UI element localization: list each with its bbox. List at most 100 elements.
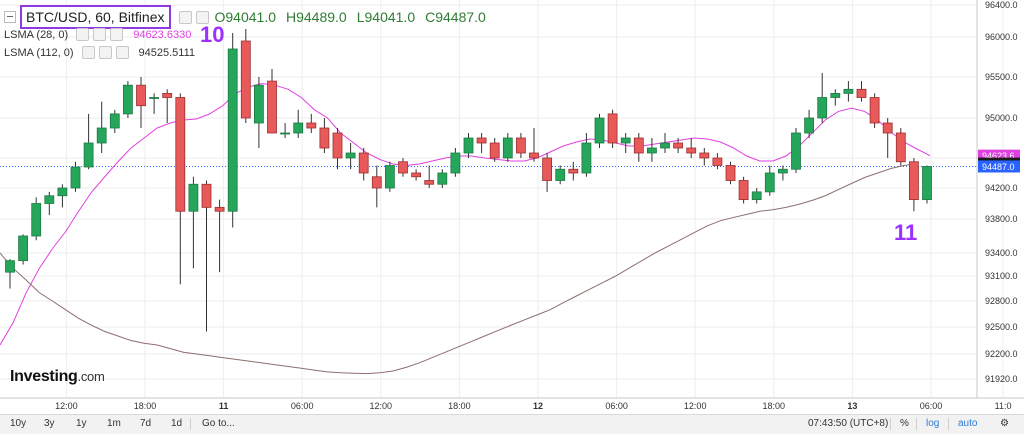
candle (882, 118, 893, 158)
candle (227, 33, 238, 228)
candle-body (123, 84, 133, 115)
settings-icon[interactable] (93, 28, 107, 41)
collapse-icon[interactable] (4, 11, 16, 23)
candle (620, 133, 631, 153)
candle (384, 161, 395, 192)
candle-body (581, 142, 592, 174)
symbol-title[interactable]: BTC/USD, 60, Bitfinex (20, 5, 171, 29)
candle (411, 169, 422, 181)
price-labels: 94623.694525.594487.0 (978, 149, 1020, 173)
candle-body (83, 142, 94, 168)
candle-body (529, 152, 539, 159)
candle (516, 133, 526, 158)
close-icon[interactable] (115, 46, 129, 59)
candle-body (306, 122, 317, 129)
price-axis-label: 94487.0 (978, 160, 1020, 173)
range-10y[interactable]: 10y (10, 418, 27, 429)
candle-body (384, 165, 395, 189)
percent-toggle[interactable]: % (900, 418, 909, 429)
candle-body (489, 142, 500, 159)
indicator-name[interactable]: LSMA (112, 0) (4, 46, 74, 59)
candle (253, 77, 264, 148)
auto-toggle[interactable]: auto (958, 418, 978, 429)
price-label-text: 94623.6 (982, 151, 1015, 161)
candle (188, 176, 199, 269)
candle (830, 89, 841, 106)
indicator-controls (81, 46, 129, 59)
hide-icon[interactable] (195, 10, 209, 24)
candle (83, 113, 94, 170)
candle (267, 69, 277, 134)
candle (424, 165, 435, 188)
candle-body (253, 84, 264, 124)
candle (96, 101, 107, 153)
range-7d[interactable]: 7d (140, 418, 152, 429)
x-tick-label: 18:00 (763, 401, 786, 411)
divider (190, 418, 191, 430)
candle (5, 259, 15, 289)
candle (136, 77, 146, 128)
candle-body (5, 260, 15, 273)
range-1m[interactable]: 1m (107, 418, 121, 429)
candle-body (280, 132, 291, 135)
investing-logo: Investing.com (10, 368, 105, 386)
candle (109, 109, 120, 133)
candle-body (725, 165, 736, 181)
candle (201, 180, 212, 332)
candle (817, 73, 828, 123)
candle-body (109, 113, 120, 129)
candle-body (476, 137, 487, 144)
candle (804, 109, 814, 138)
candle-body (869, 97, 880, 124)
candle (306, 113, 317, 133)
candle (778, 165, 788, 181)
symbol-controls (178, 10, 209, 24)
candle-body (136, 84, 146, 107)
close-icon[interactable] (110, 28, 124, 41)
range-3y[interactable]: 3y (44, 418, 55, 429)
log-toggle[interactable]: log (926, 418, 940, 429)
candle-body (18, 235, 29, 262)
bottom-toolbar: 10y 3y 1y 1m 7d 1d Go to... 07:43:50 (UT… (0, 414, 1024, 434)
candle-body (817, 97, 828, 119)
divider (948, 418, 949, 430)
candle (345, 143, 356, 170)
x-tick-label: 12:00 (370, 401, 393, 411)
candle-body (895, 132, 906, 163)
candle-body (856, 88, 867, 98)
x-tick-label: 13 (847, 401, 857, 411)
candle (437, 169, 448, 188)
settings-icon[interactable] (178, 10, 192, 24)
logo-suffix: .com (77, 369, 105, 384)
goto-button[interactable]: Go to... (202, 418, 235, 429)
candle-body (555, 168, 566, 181)
range-1d[interactable]: 1d (171, 418, 183, 429)
price-chart[interactable]: 96400.096000.095500.095000.094600.094200… (0, 0, 1024, 414)
x-tick-label: 12:00 (55, 401, 78, 411)
range-1y[interactable]: 1y (76, 418, 87, 429)
candle-body (319, 127, 330, 149)
y-tick-label: 96400.0 (985, 0, 1018, 10)
divider (916, 418, 917, 430)
y-tick-label: 95500.0 (985, 72, 1018, 82)
candle-body (647, 147, 657, 154)
candle-body (437, 172, 448, 185)
eye-icon[interactable] (81, 46, 95, 59)
y-tick-label: 92800.0 (985, 296, 1018, 306)
settings-gear-icon[interactable]: ⚙ (1000, 418, 1009, 429)
candle-body (660, 142, 670, 149)
candle-body (149, 97, 160, 99)
candle (476, 133, 487, 153)
candle-body (804, 117, 814, 134)
candle-body (633, 137, 644, 154)
candle-body (594, 117, 605, 144)
candle (529, 128, 539, 162)
candle (332, 128, 343, 170)
indicator-name[interactable]: LSMA (28, 0) (4, 28, 69, 41)
candle (175, 93, 186, 285)
settings-icon[interactable] (98, 46, 112, 59)
candle (843, 81, 854, 102)
candle (791, 128, 801, 173)
y-tick-label: 93400.0 (985, 248, 1018, 258)
eye-icon[interactable] (76, 28, 90, 41)
